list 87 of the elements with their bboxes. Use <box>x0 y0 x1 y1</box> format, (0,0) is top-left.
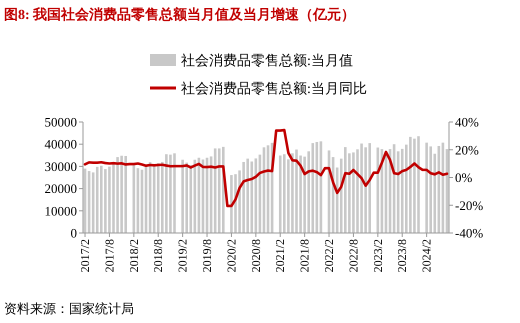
y2-tick-label: -40% <box>455 226 484 240</box>
bar <box>320 141 322 233</box>
bar <box>181 160 184 233</box>
bar <box>88 171 90 233</box>
bar <box>194 160 196 233</box>
bar <box>250 162 254 233</box>
bar <box>392 144 396 233</box>
bar <box>266 145 270 233</box>
bar <box>116 157 119 233</box>
bar <box>417 136 420 233</box>
bar <box>144 166 148 233</box>
line-series <box>84 128 448 208</box>
bar <box>230 175 233 233</box>
bar <box>218 148 221 233</box>
y2-tick-label: 0% <box>455 170 472 185</box>
bar <box>442 142 444 233</box>
y-tick-label: 0 <box>70 226 77 240</box>
legend-label: 社会消费品零售总额:当月同比 <box>181 81 367 97</box>
x-tick-label: 2020/2 <box>224 239 238 272</box>
bar <box>214 148 216 233</box>
x-tick-label: 2020/8 <box>248 239 263 272</box>
x-tick-label: 2024/2 <box>420 239 434 272</box>
bar <box>132 165 136 233</box>
bar <box>156 163 160 233</box>
chart-title: 图8: 我国社会消费品零售总额当月值及当月增速（亿元） <box>4 6 356 23</box>
bar <box>202 160 204 233</box>
bar <box>242 162 245 233</box>
bar <box>311 143 314 233</box>
x-tick-label: 2023/8 <box>395 239 410 272</box>
y2-tick-label: 40% <box>455 114 479 130</box>
bar <box>140 170 144 233</box>
y2-tick-label: -20% <box>455 198 484 213</box>
y-tick-label: 50000 <box>44 114 77 130</box>
y-tick-label: 20000 <box>44 181 77 196</box>
x-tick-label: 2018/8 <box>151 239 166 272</box>
text: 资料来源：国家统计局 <box>4 301 134 316</box>
bar <box>165 154 168 233</box>
y-tick-label: 30000 <box>44 158 77 174</box>
bar <box>328 150 330 233</box>
bar <box>413 138 416 233</box>
x-tick-label: 2023/2 <box>370 239 385 272</box>
bar <box>100 166 103 233</box>
bar <box>291 153 294 233</box>
bar <box>352 152 355 233</box>
x-tick-label: 2021/2 <box>273 239 288 272</box>
bar <box>246 158 249 233</box>
bar <box>173 153 176 233</box>
x-tick-label: 2019/2 <box>176 239 190 272</box>
x-tick-label: 2022/2 <box>322 239 336 272</box>
bar <box>120 156 123 233</box>
bar <box>438 146 440 233</box>
bar <box>254 158 258 233</box>
bar <box>360 144 363 233</box>
bar <box>283 154 286 233</box>
x-tick-label: 2021/8 <box>298 239 312 272</box>
y-tick-label: 10000 <box>44 203 77 218</box>
bar <box>124 156 127 233</box>
bar <box>425 142 428 233</box>
bar <box>185 162 188 233</box>
x-tick-label: 2017/2 <box>78 239 92 272</box>
x-tick-label: 2018/2 <box>126 239 141 272</box>
bar <box>364 147 367 233</box>
bar <box>429 146 432 233</box>
bar <box>316 142 318 233</box>
bar <box>148 162 152 233</box>
x-tick-label: 2017/8 <box>102 239 116 272</box>
bar <box>108 166 111 233</box>
x-tick-label: 2019/8 <box>200 239 214 272</box>
y-tick-label: 40000 <box>44 136 77 152</box>
bar <box>409 136 412 233</box>
bar <box>400 148 404 233</box>
bar <box>376 148 380 233</box>
bar <box>169 154 172 233</box>
y2-tick-label: 20% <box>455 142 479 158</box>
bar <box>84 168 86 233</box>
bar <box>262 147 266 233</box>
legend-label: 社会消费品零售总额:当月值 <box>181 53 353 69</box>
bar <box>104 169 107 233</box>
bar <box>295 150 298 233</box>
bar <box>368 143 371 233</box>
bar <box>198 158 200 233</box>
bar <box>96 166 99 233</box>
bar <box>152 164 156 233</box>
bar <box>206 158 208 233</box>
bar <box>136 168 140 233</box>
bar <box>278 156 282 233</box>
x-tick-label: 2022/8 <box>346 239 360 272</box>
